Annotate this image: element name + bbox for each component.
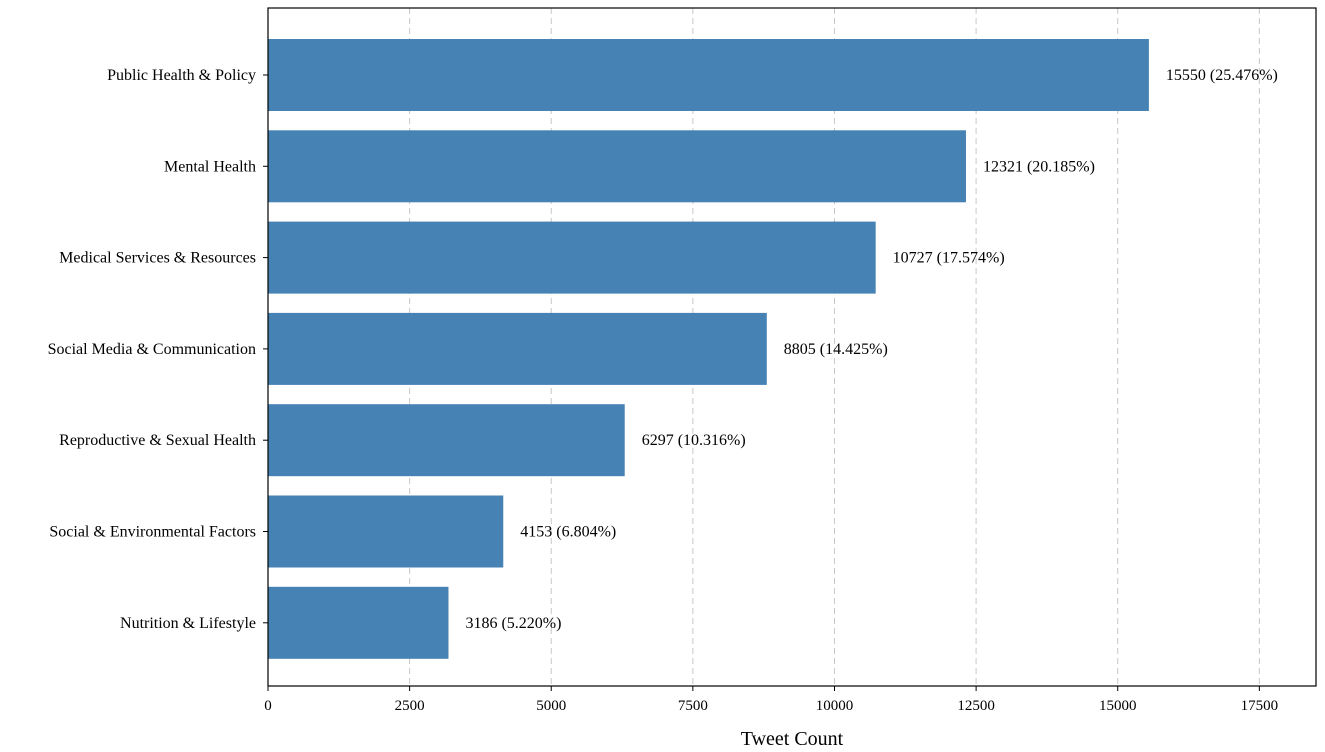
bar-value-label: 15550 (25.476%) [1166, 67, 1278, 84]
bar [268, 39, 1149, 111]
x-tick-label: 15000 [1099, 698, 1137, 714]
bar-value-label: 10727 (17.574%) [893, 250, 1005, 267]
x-tick-label: 12500 [957, 698, 995, 714]
plot-frame [267, 7, 1317, 687]
category-label: Medical Services & Resources [59, 250, 256, 267]
category-label: Public Health & Policy [107, 67, 256, 84]
bar [268, 586, 449, 659]
category-label: Mental Health [164, 158, 256, 175]
x-tick-label: 10000 [816, 698, 854, 714]
x-tick-label: 7500 [678, 698, 708, 714]
category-labels: Public Health & Policy Mental Health Medic… [48, 67, 268, 632]
bar-value-label: 8805 (14.425%) [784, 341, 888, 358]
x-axis-title: Tweet Count [741, 728, 844, 750]
category-label: Nutrition & Lifestyle [120, 615, 256, 632]
category-label: Social & Environmental Factors [49, 524, 256, 541]
x-tick-label: 17500 [1241, 698, 1279, 714]
x-axis-ticks: 0 2500 5000 7500 10000 12500 15000 17500 [264, 686, 1278, 714]
gridlines [409, 8, 1260, 686]
bar [268, 495, 504, 568]
bar-value-label: 6297 (10.316%) [642, 432, 746, 449]
data-labels: 15550 (25.476%) 12321 (20.185%) 10727 (17.… [465, 67, 1277, 632]
bar [268, 404, 625, 477]
bar [268, 312, 767, 385]
x-tick-label: 0 [264, 698, 272, 714]
bar-value-label: 3186 (5.220%) [465, 615, 561, 632]
bar-value-label: 12321 (20.185%) [983, 158, 1095, 175]
bar [268, 130, 966, 203]
bar [268, 221, 876, 294]
x-tick-label: 5000 [536, 698, 566, 714]
bars [268, 39, 1149, 659]
category-label: Reproductive & Sexual Health [59, 432, 256, 449]
category-label: Social Media & Communication [48, 341, 256, 358]
x-tick-label: 2500 [395, 698, 425, 714]
bar-value-label: 4153 (6.804%) [520, 524, 616, 541]
